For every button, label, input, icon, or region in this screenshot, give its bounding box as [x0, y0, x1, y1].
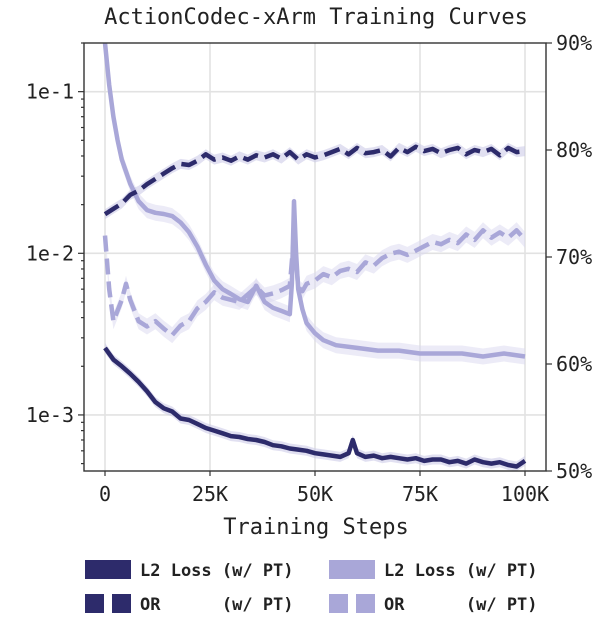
- y-right-tick-label: 50%: [556, 459, 592, 483]
- legend-swatch: [356, 594, 375, 613]
- x-tick-label: 50K: [297, 482, 333, 506]
- y-right-tick-label: 60%: [556, 352, 592, 376]
- chart-title: ActionCodec-xArm Training Curves: [104, 5, 528, 30]
- series-band: [105, 222, 525, 344]
- legend-swatch: [329, 560, 375, 579]
- series-lines: [102, 42, 527, 469]
- series-line: [102, 228, 527, 338]
- series-line: [102, 42, 526, 359]
- y-left-tick-label: 1e-3: [26, 403, 74, 427]
- legend-label: OR (w/ PT): [384, 595, 538, 615]
- confidence-bands: [105, 43, 525, 471]
- legend: L2 Loss (w/ PT) L2 Loss (w/ PT) OR (w/ PT)…: [85, 560, 538, 615]
- legend-label: L2 Loss (w/ PT): [384, 561, 538, 581]
- grid: [84, 43, 546, 471]
- series-line: [103, 346, 527, 469]
- series-band: [105, 342, 525, 471]
- y-left-tick-label: 1e-2: [26, 241, 74, 265]
- legend-label: OR (w/ PT): [140, 595, 294, 615]
- y-right-tick-label: 80%: [556, 138, 592, 162]
- axis-ticks: 0 25K 50K 75K 100K 1e-1 1e-2 1e-3 50% 60% 70% 80% 90…: [26, 31, 592, 506]
- x-tick-label: 100K: [501, 482, 549, 506]
- y-right-tick-label: 70%: [556, 245, 592, 269]
- legend-swatch: [85, 560, 131, 579]
- y-left-tick-label: 1e-1: [26, 80, 74, 104]
- legend-swatch: [329, 594, 348, 613]
- x-tick-label: 75K: [402, 482, 438, 506]
- x-tick-label: 0: [99, 482, 111, 506]
- x-axis-label: Training Steps: [223, 515, 408, 540]
- x-tick-label: 25K: [192, 482, 228, 506]
- series-line: [103, 144, 526, 217]
- legend-swatch: [112, 594, 131, 613]
- y-right-tick-label: 90%: [556, 31, 592, 55]
- series-band: [105, 141, 525, 220]
- legend-swatch: [85, 594, 104, 613]
- legend-label: L2 Loss (w/ PT): [140, 561, 294, 581]
